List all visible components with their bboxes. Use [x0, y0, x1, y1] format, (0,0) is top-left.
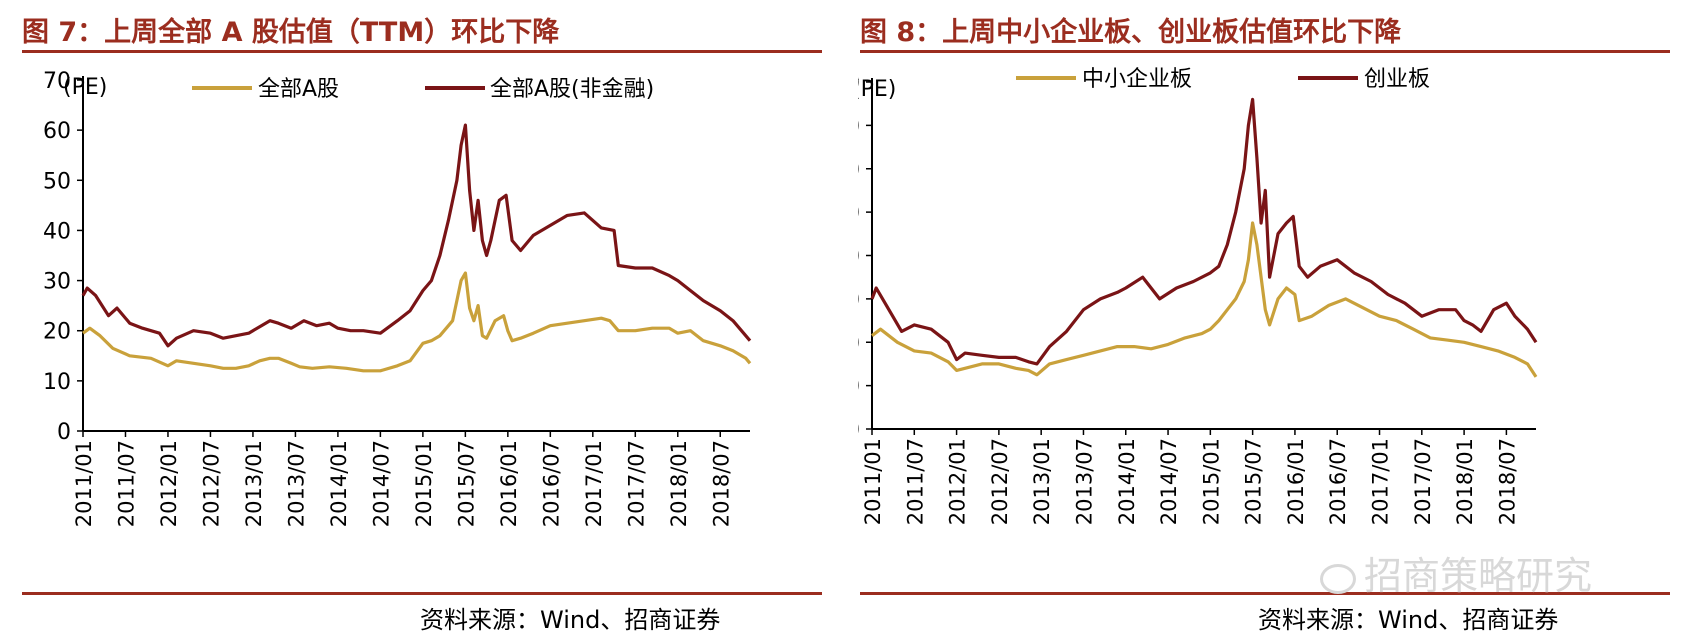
wechat-icon [1320, 563, 1356, 594]
y-tick-label: 20 [858, 375, 860, 400]
x-tick-label: 2017/07 [624, 440, 648, 527]
bottom-divider [860, 592, 1670, 595]
y-tick-label: 0 [858, 418, 860, 443]
x-tick-label: 2015/01 [412, 440, 436, 527]
source-note: 资料来源：Wind、招商证券 [420, 606, 721, 634]
x-tick-label: 2014/07 [369, 440, 393, 527]
source-note: 资料来源：Wind、招商证券 [1258, 606, 1559, 634]
x-tick-label: 2013/07 [284, 440, 308, 527]
y-tick-label: 140 [858, 114, 860, 139]
title-divider [860, 50, 1670, 53]
x-tick-label: 2011/07 [114, 440, 138, 527]
x-tick-label: 2017/07 [1411, 438, 1435, 525]
chart-panel-left: 图 7：上周全部 A 股估值（TTM）环比下降 0 10 20 30 40 50 60 70(… [22, 17, 822, 634]
x-tick-label: 2018/07 [1495, 438, 1519, 525]
x-tick-label: 2012/01 [157, 440, 181, 527]
x-tick-label: 2013/01 [1030, 438, 1054, 525]
x-tick-label: 2011/01 [861, 438, 885, 525]
x-tick-label: 2014/01 [1115, 438, 1139, 525]
y-tick-label: 160 [858, 71, 860, 96]
x-tick-label: 2013/01 [242, 440, 266, 527]
x-tick-label: 2012/07 [199, 440, 223, 527]
y-tick-label: 0 [57, 420, 71, 445]
series-line [870, 97, 1538, 366]
bottom-divider [22, 592, 822, 595]
x-tick-label: 2012/07 [988, 438, 1012, 525]
x-tick-label: 2018/01 [1453, 438, 1477, 525]
chart-panel-right: 图 8：上周中小企业板、创业板估值环比下降 0 20 40 60 80 100 120 140… [858, 0, 1688, 641]
y-axis-label: (PE) [63, 75, 107, 100]
y-tick-label: 60 [858, 288, 860, 313]
y-tick-label: 80 [858, 245, 860, 270]
series-line [81, 123, 752, 348]
x-tick-label: 2015/01 [1199, 438, 1223, 525]
figure-title: 图 7：上周全部 A 股估值（TTM）环比下降 [22, 17, 560, 48]
y-tick-label: 40 [43, 219, 71, 244]
y-tick-label: 60 [43, 119, 71, 144]
line-chart: 0 10 20 30 40 50 60 70(PE) 2011/01 2011/07 2012/01… [43, 69, 752, 527]
series-line [871, 221, 1538, 378]
y-tick-label: 50 [43, 169, 71, 194]
y-tick-label: 40 [858, 331, 860, 356]
y-tick-label: 10 [43, 370, 71, 395]
x-tick-label: 2016/01 [1284, 438, 1308, 525]
x-tick-label: 2015/07 [1242, 438, 1266, 525]
x-tick-label: 2015/07 [454, 440, 478, 527]
x-tick-label: 2013/07 [1072, 438, 1096, 525]
watermark-text: 招商策略研究 [1364, 554, 1593, 598]
y-tick-label: 120 [858, 158, 860, 183]
x-tick-label: 2017/01 [1369, 438, 1393, 525]
y-tick-label: 30 [43, 270, 71, 295]
legend-label: 创业板 [1364, 67, 1430, 92]
legend-label: 全部A股 [258, 77, 339, 102]
legend-label: 中小企业板 [1082, 67, 1192, 92]
x-tick-label: 2016/07 [1326, 438, 1350, 525]
figure-title: 图 8：上周中小企业板、创业板估值环比下降 [860, 17, 1402, 48]
x-tick-label: 2014/07 [1157, 438, 1181, 525]
x-tick-label: 2011/01 [72, 440, 96, 527]
x-tick-label: 2018/01 [667, 440, 691, 527]
y-tick-label: 100 [858, 201, 860, 226]
x-tick-label: 2018/07 [709, 440, 733, 527]
legend-label: 全部A股(非金融) [490, 77, 654, 102]
series-line [82, 271, 752, 373]
x-tick-label: 2016/07 [539, 440, 563, 527]
x-tick-label: 2011/07 [903, 438, 927, 525]
y-tick-label: 20 [43, 320, 71, 345]
x-tick-label: 2014/01 [327, 440, 351, 527]
line-chart: 0 20 40 60 80 100 120 140 160(PE) 2011/01 2011/07 2… [858, 67, 1538, 525]
y-axis-label: (PE) [858, 77, 896, 102]
x-tick-label: 2012/01 [946, 438, 970, 525]
watermark: 招商策略研究 [1320, 545, 1592, 600]
x-tick-label: 2016/01 [497, 440, 521, 527]
x-tick-label: 2017/01 [582, 440, 606, 527]
title-divider [22, 50, 822, 53]
y-tick-label: 70 [43, 69, 71, 94]
